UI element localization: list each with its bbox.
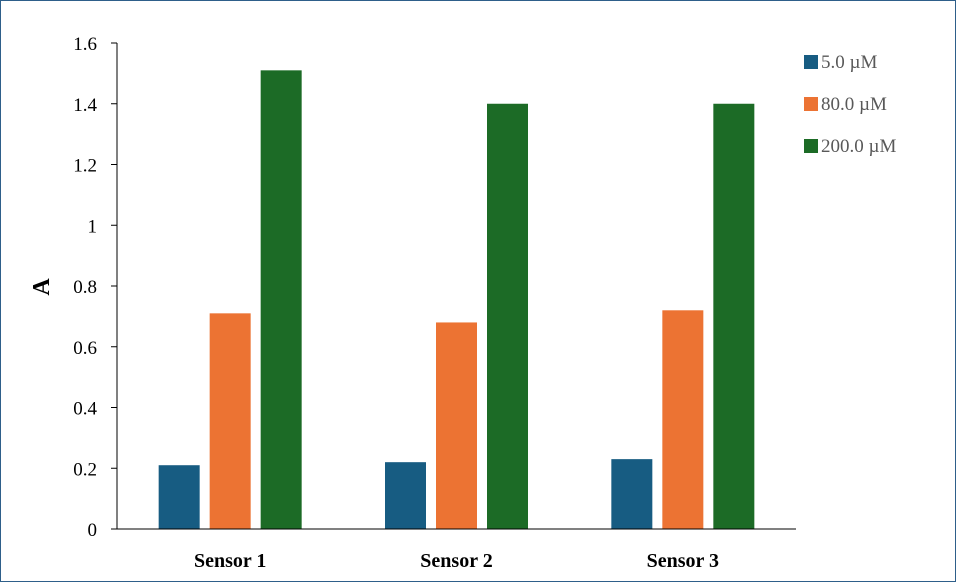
bar-sensor-2-series-1 xyxy=(385,462,426,529)
x-category-label: Sensor 2 xyxy=(420,550,492,572)
bar-sensor-3-series-2 xyxy=(662,310,704,529)
bar-sensor-2-series-2 xyxy=(436,322,477,529)
x-category-label: Sensor 3 xyxy=(647,550,719,572)
bar-sensor-1-series-1 xyxy=(158,465,200,529)
y-tick-label: 0.2 xyxy=(73,459,97,480)
bar-sensor-3-series-3 xyxy=(713,103,755,529)
x-axis-categories: Sensor 1 Sensor 2 Sensor 3 xyxy=(194,550,719,572)
y-tick-label: 1.4 xyxy=(73,95,97,116)
y-tick-label: 1 xyxy=(88,216,98,237)
legend-swatch xyxy=(804,97,818,111)
legend-label: 200.0 µM xyxy=(821,136,896,157)
legend-label: 80.0 µM xyxy=(821,94,887,115)
bar-sensor-1-series-3 xyxy=(260,70,302,530)
bar-sensor-2-series-3 xyxy=(487,103,528,529)
y-tick-label: 1.2 xyxy=(73,156,97,177)
legend-label: 5.0 µM xyxy=(821,52,877,73)
y-tick-label: 0.8 xyxy=(73,277,97,298)
bars xyxy=(158,70,755,530)
y-tick-label: 0.6 xyxy=(73,338,97,359)
y-axis-title: A xyxy=(29,278,55,296)
y-axis-ticks: 0 0.2 0.4 0.6 0.8 1 1.2 1.4 1.6 xyxy=(73,34,117,541)
legend-swatch xyxy=(804,55,818,69)
legend-swatch xyxy=(804,139,818,153)
y-tick-label: 0 xyxy=(88,520,98,541)
bar-sensor-1-series-2 xyxy=(209,313,251,529)
x-category-label: Sensor 1 xyxy=(194,550,266,572)
y-tick-label: 1.6 xyxy=(73,34,97,55)
legend: 5.0 µM 80.0 µM 200.0 µM xyxy=(804,52,896,157)
y-tick-label: 0.4 xyxy=(73,399,97,420)
bar-sensor-3-series-1 xyxy=(611,459,653,529)
